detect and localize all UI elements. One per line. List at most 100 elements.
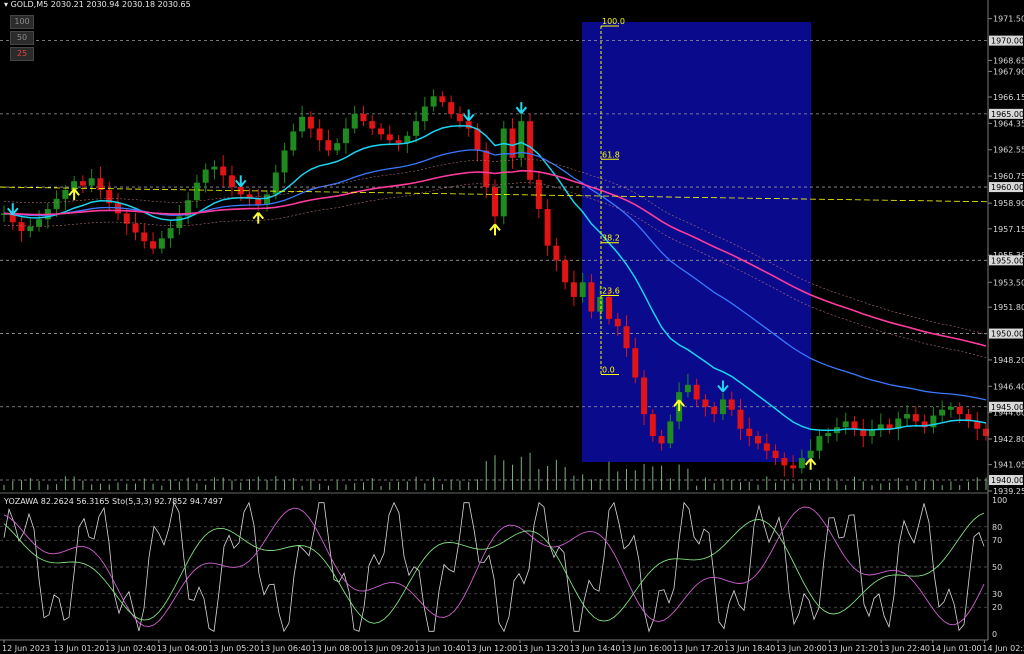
buy-arrow-icon	[673, 399, 685, 412]
candle-body	[281, 150, 288, 173]
arrow-shape	[68, 188, 80, 201]
candle-body	[342, 128, 349, 144]
arrow-shape	[462, 109, 475, 122]
level-box	[989, 475, 1023, 486]
candle-body	[97, 178, 104, 191]
time-tick-label: 14 Jun 02:20	[982, 644, 1024, 653]
candle-body	[825, 433, 832, 437]
dropdown-icon[interactable]: ▾	[4, 0, 9, 9]
candle-body	[956, 406, 963, 415]
fib-level-label: 0.0	[602, 366, 615, 375]
price-tick-label: 1942.80	[993, 435, 1024, 444]
candle-body	[53, 198, 60, 210]
candle-body	[711, 406, 718, 415]
price-tick-label: 1940.00	[991, 476, 1024, 485]
price-tick-label: 1958.90	[993, 199, 1024, 208]
level-box	[989, 182, 1023, 193]
ema-fast-line	[3, 124, 987, 432]
candle-body	[947, 406, 954, 410]
level-box	[989, 108, 1023, 119]
candle-body	[299, 116, 306, 132]
arrow-shape	[489, 223, 501, 236]
candle-body	[71, 181, 78, 191]
osc-tick-label: 80	[992, 523, 1002, 532]
time-tick-label: 13 Jun 08:00	[312, 644, 363, 653]
price-tick-label: 1957.15	[993, 225, 1024, 234]
candle-body	[623, 326, 630, 349]
time-tick-label: 13 Jun 04:00	[157, 644, 208, 653]
candle-body	[307, 116, 314, 129]
candle-body	[684, 384, 691, 393]
candle-body	[272, 172, 279, 195]
sell-arrow-icon	[462, 109, 475, 122]
candle-body	[483, 150, 490, 188]
candle-body	[193, 182, 200, 201]
candle-body	[527, 121, 534, 180]
candle-body	[167, 228, 174, 239]
candle-body	[737, 409, 744, 429]
candle-body	[597, 296, 604, 312]
candle-body	[9, 213, 16, 223]
candle-body	[965, 414, 972, 422]
candle-body	[904, 414, 911, 419]
price-tick-label: 1964.35	[993, 119, 1024, 128]
fib-level-label: 61.8	[602, 150, 620, 159]
sell-arrow-icon	[6, 203, 19, 215]
scale-50-button[interactable]: 50	[10, 31, 34, 45]
candle-body	[544, 209, 551, 246]
candle-body	[869, 430, 876, 437]
candle-body	[316, 128, 323, 141]
price-tick-label: 1966.15	[993, 93, 1024, 102]
time-tick-label: 13 Jun 09:20	[363, 644, 414, 653]
price-tick-label: 1962.55	[993, 146, 1024, 155]
candle-body	[202, 169, 209, 183]
time-tick-label: 13 Jun 12:00	[466, 644, 517, 653]
time-tick-label: 14 Jun 01:00	[931, 644, 982, 653]
candle-body	[62, 190, 69, 199]
candle-body	[842, 421, 849, 428]
candle-body	[614, 318, 621, 327]
candle-body	[141, 232, 148, 242]
price-axis: 1971.50 1970.00 1968.65 1967.90 1966.15 1965.…	[988, 15, 1024, 496]
candle-body	[185, 200, 192, 217]
candle-body	[693, 384, 700, 400]
candle-body	[509, 128, 516, 158]
price-tick-label: 1945.00	[991, 403, 1024, 412]
scale-25-button[interactable]: 25	[10, 47, 34, 61]
price-tick-label: 1955.00	[991, 256, 1024, 265]
scale-100-button[interactable]: 100	[10, 15, 34, 29]
candle-body	[325, 140, 332, 151]
price-tick-label: 1968.65	[993, 56, 1024, 65]
arrow-shape	[234, 175, 247, 188]
symbol-header: ▾ GOLD,M5 2030.21 2030.94 2030.18 2030.6…	[4, 0, 191, 9]
candle-body	[264, 194, 271, 205]
candle-body	[641, 377, 648, 415]
price-tick-label: 1953.50	[993, 278, 1024, 287]
stoch-k-line	[3, 506, 985, 628]
candle-body	[421, 106, 428, 122]
candle-body	[132, 223, 139, 233]
candle-body	[807, 450, 814, 459]
candle-body	[772, 450, 779, 459]
time-tick-label: 13 Jun 17:20	[673, 644, 724, 653]
osc-tick-label: 50	[992, 563, 1002, 572]
candle-body	[334, 143, 341, 151]
time-tick-label: 13 Jun 21:20	[828, 644, 879, 653]
candle-body	[395, 140, 402, 144]
symbol-label: GOLD,M5	[10, 0, 49, 9]
price-tick-label: 1946.40	[993, 382, 1024, 391]
osc-tick-label: 30	[992, 590, 1002, 599]
sell-arrow-icon	[234, 175, 247, 188]
time-tick-label: 13 Jun 10:40	[415, 644, 466, 653]
time-tick-label: 13 Jun 20:00	[776, 644, 827, 653]
price-tick-label: 1944.60	[993, 409, 1024, 418]
price-tick-label: 1951.80	[993, 303, 1024, 312]
candle-body	[79, 181, 86, 186]
candle-body	[763, 443, 770, 451]
candle-body	[158, 238, 165, 249]
candle-body	[246, 194, 253, 199]
candle-body	[588, 282, 595, 312]
sell-arrow-icon	[717, 380, 729, 393]
candle-body	[755, 436, 762, 444]
